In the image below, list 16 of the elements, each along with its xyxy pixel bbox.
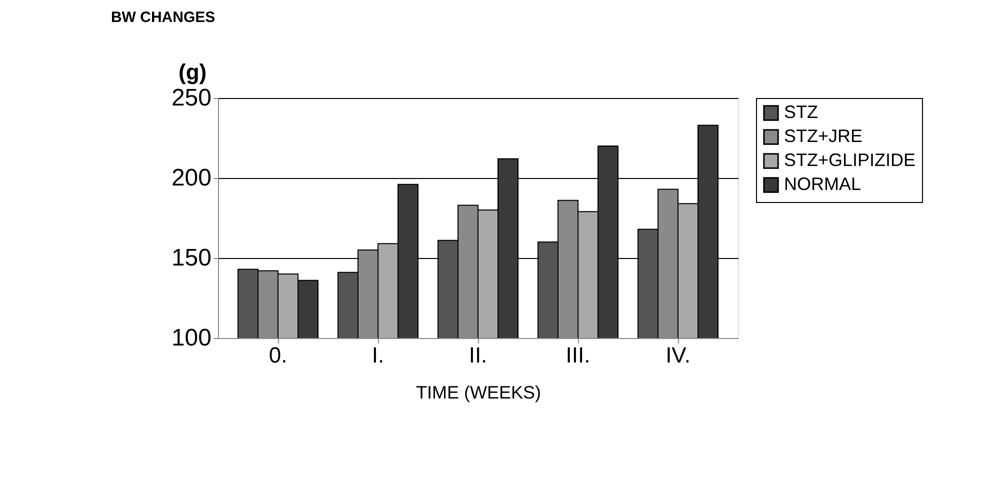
chart-title: BW CHANGES xyxy=(110,9,216,26)
y-tick-label: 250 xyxy=(171,84,212,112)
y-tick-label: 150 xyxy=(171,244,212,272)
legend-label: STZ xyxy=(784,102,818,122)
y-axis-title: (g) xyxy=(178,60,207,84)
legend-label: NORMAL xyxy=(784,174,862,194)
y-tick-label: 200 xyxy=(171,164,212,192)
x-axis-title: TIME (WEEKS) xyxy=(416,382,541,402)
x-tick-label: III. xyxy=(566,342,590,368)
legend-label: STZ+GLIPIZIDE xyxy=(784,150,916,170)
x-tick-label: II. xyxy=(468,342,488,368)
legend-label: STZ+JRE xyxy=(784,126,863,146)
x-tick-label: I. xyxy=(372,342,384,368)
x-tick-label: IV. xyxy=(666,342,690,368)
x-tick-label: 0. xyxy=(268,342,288,368)
y-tick-label: 100 xyxy=(171,324,212,352)
